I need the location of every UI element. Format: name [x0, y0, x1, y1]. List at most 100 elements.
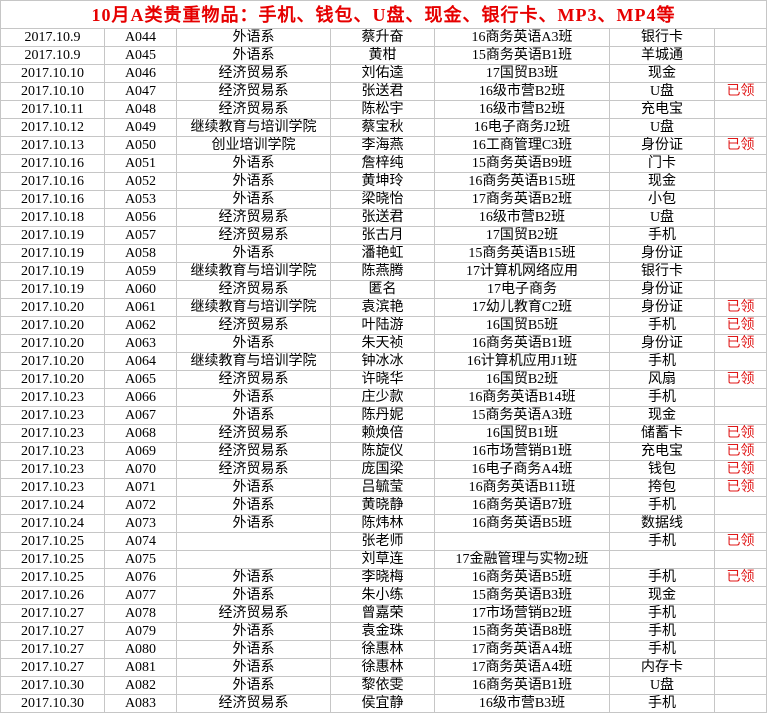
cell-id[interactable]: A080 — [105, 641, 177, 659]
cell-department[interactable]: 经济贸易系 — [177, 317, 331, 335]
cell-date[interactable]: 2017.10.20 — [1, 371, 105, 389]
cell-id[interactable]: A076 — [105, 569, 177, 587]
cell-item[interactable]: 身份证 — [610, 299, 715, 317]
cell-name[interactable]: 张送君 — [331, 83, 435, 101]
cell-date[interactable]: 2017.10.9 — [1, 47, 105, 65]
cell-class[interactable]: 16国贸B1班 — [435, 425, 610, 443]
cell-status[interactable] — [715, 65, 767, 83]
cell-item[interactable]: 手机 — [610, 569, 715, 587]
cell-class[interactable]: 17金融管理与实物2班 — [435, 551, 610, 569]
cell-id[interactable]: A071 — [105, 479, 177, 497]
cell-date[interactable]: 2017.10.27 — [1, 659, 105, 677]
cell-class[interactable]: 16级市营B2班 — [435, 83, 610, 101]
cell-status[interactable]: 已领 — [715, 371, 767, 389]
cell-date[interactable]: 2017.10.30 — [1, 695, 105, 713]
cell-date[interactable]: 2017.10.19 — [1, 263, 105, 281]
cell-date[interactable]: 2017.10.16 — [1, 173, 105, 191]
cell-item[interactable]: 手机 — [610, 695, 715, 713]
cell-class[interactable]: 17商务英语B2班 — [435, 191, 610, 209]
cell-status[interactable] — [715, 407, 767, 425]
cell-name[interactable]: 叶陆游 — [331, 317, 435, 335]
cell-status[interactable] — [715, 227, 767, 245]
cell-id[interactable]: A044 — [105, 29, 177, 47]
cell-class[interactable]: 16国贸B5班 — [435, 317, 610, 335]
cell-class[interactable]: 16国贸B2班 — [435, 371, 610, 389]
cell-name[interactable]: 陈松宇 — [331, 101, 435, 119]
cell-name[interactable]: 刘草连 — [331, 551, 435, 569]
cell-status[interactable] — [715, 119, 767, 137]
cell-status[interactable] — [715, 263, 767, 281]
cell-id[interactable]: A072 — [105, 497, 177, 515]
cell-class[interactable]: 17国贸B2班 — [435, 227, 610, 245]
cell-class[interactable]: 17计算机网络应用 — [435, 263, 610, 281]
cell-class[interactable]: 17幼儿教育C2班 — [435, 299, 610, 317]
cell-item[interactable]: 身份证 — [610, 245, 715, 263]
cell-name[interactable]: 梁晓怡 — [331, 191, 435, 209]
cell-item[interactable]: 充电宝 — [610, 101, 715, 119]
cell-id[interactable]: A046 — [105, 65, 177, 83]
cell-id[interactable]: A069 — [105, 443, 177, 461]
cell-department[interactable]: 经济贸易系 — [177, 443, 331, 461]
cell-item[interactable] — [610, 551, 715, 569]
cell-date[interactable]: 2017.10.20 — [1, 317, 105, 335]
cell-name[interactable]: 黄柑 — [331, 47, 435, 65]
cell-status[interactable]: 已领 — [715, 461, 767, 479]
cell-item[interactable]: 身份证 — [610, 281, 715, 299]
cell-name[interactable]: 陈燕腾 — [331, 263, 435, 281]
cell-item[interactable]: 现金 — [610, 173, 715, 191]
cell-department[interactable]: 继续教育与培训学院 — [177, 119, 331, 137]
cell-id[interactable]: A060 — [105, 281, 177, 299]
cell-date[interactable]: 2017.10.19 — [1, 245, 105, 263]
sheet-title[interactable]: 10月A类贵重物品：手机、钱包、U盘、现金、银行卡、MP3、MP4等 — [1, 1, 767, 29]
cell-date[interactable]: 2017.10.13 — [1, 137, 105, 155]
cell-item[interactable]: U盘 — [610, 83, 715, 101]
cell-class[interactable]: 16商务英语B7班 — [435, 497, 610, 515]
cell-name[interactable]: 庞国梁 — [331, 461, 435, 479]
cell-status[interactable] — [715, 641, 767, 659]
cell-date[interactable]: 2017.10.20 — [1, 335, 105, 353]
cell-id[interactable]: A082 — [105, 677, 177, 695]
cell-date[interactable]: 2017.10.16 — [1, 155, 105, 173]
cell-date[interactable]: 2017.10.23 — [1, 461, 105, 479]
cell-department[interactable]: 经济贸易系 — [177, 101, 331, 119]
cell-department[interactable]: 经济贸易系 — [177, 281, 331, 299]
cell-item[interactable]: U盘 — [610, 119, 715, 137]
cell-id[interactable]: A056 — [105, 209, 177, 227]
cell-name[interactable]: 袁金珠 — [331, 623, 435, 641]
cell-id[interactable]: A077 — [105, 587, 177, 605]
cell-date[interactable]: 2017.10.11 — [1, 101, 105, 119]
cell-status[interactable]: 已领 — [715, 443, 767, 461]
cell-status[interactable]: 已领 — [715, 335, 767, 353]
cell-id[interactable]: A067 — [105, 407, 177, 425]
cell-date[interactable]: 2017.10.27 — [1, 623, 105, 641]
cell-status[interactable] — [715, 281, 767, 299]
cell-date[interactable]: 2017.10.25 — [1, 551, 105, 569]
cell-class[interactable]: 17商务英语A4班 — [435, 659, 610, 677]
cell-id[interactable]: A066 — [105, 389, 177, 407]
cell-status[interactable] — [715, 695, 767, 713]
cell-class[interactable]: 16电子商务J2班 — [435, 119, 610, 137]
cell-item[interactable]: 手机 — [610, 533, 715, 551]
cell-name[interactable]: 侯宜静 — [331, 695, 435, 713]
cell-status[interactable] — [715, 353, 767, 371]
cell-name[interactable]: 吕毓莹 — [331, 479, 435, 497]
cell-item[interactable]: 手机 — [610, 497, 715, 515]
cell-class[interactable]: 16商务英语B15班 — [435, 173, 610, 191]
cell-date[interactable]: 2017.10.20 — [1, 353, 105, 371]
cell-status[interactable] — [715, 677, 767, 695]
cell-name[interactable]: 朱小练 — [331, 587, 435, 605]
cell-name[interactable]: 袁滨艳 — [331, 299, 435, 317]
cell-status[interactable] — [715, 191, 767, 209]
cell-status[interactable] — [715, 155, 767, 173]
cell-name[interactable]: 潘艳虹 — [331, 245, 435, 263]
cell-item[interactable]: 身份证 — [610, 137, 715, 155]
cell-id[interactable]: A051 — [105, 155, 177, 173]
cell-name[interactable]: 黄晓静 — [331, 497, 435, 515]
cell-class[interactable]: 16级市营B2班 — [435, 101, 610, 119]
cell-id[interactable]: A063 — [105, 335, 177, 353]
cell-date[interactable]: 2017.10.10 — [1, 65, 105, 83]
cell-item[interactable]: U盘 — [610, 677, 715, 695]
cell-status[interactable] — [715, 551, 767, 569]
cell-id[interactable]: A064 — [105, 353, 177, 371]
cell-department[interactable]: 外语系 — [177, 587, 331, 605]
